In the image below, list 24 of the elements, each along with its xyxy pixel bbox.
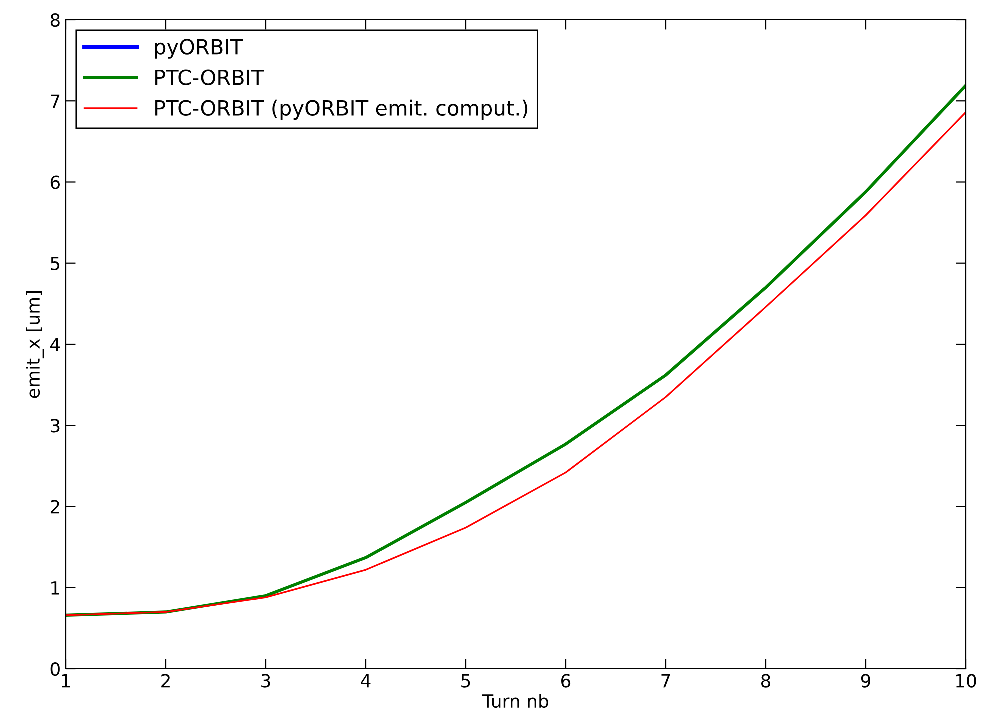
y-tick-label: 6: [50, 176, 60, 190]
y-axis-title: emit_x [um]: [26, 291, 44, 398]
x-tick-label: 4: [361, 674, 371, 688]
legend-label: PTC-ORBIT: [156, 70, 264, 86]
x-tick-label: 9: [861, 674, 870, 688]
x-tick-label: 5: [462, 674, 470, 688]
y-tick-label: 4: [50, 338, 60, 352]
y-tick-label: 7: [51, 94, 60, 108]
y-tick-label: 1: [52, 582, 60, 595]
x-tick-label: 8: [761, 674, 771, 688]
x-tick-label: 10: [956, 674, 976, 688]
x-axis-title: Turn nb: [482, 694, 548, 708]
x-tick-label: 6: [562, 674, 571, 688]
x-tick-label: 7: [662, 674, 670, 688]
x-tick-label: 3: [262, 674, 270, 688]
y-tick-label: 2: [50, 500, 60, 514]
legend-label: pyORBIT: [155, 39, 244, 59]
y-tick-label: 5: [51, 257, 60, 270]
x-tick-label: 2: [162, 674, 170, 688]
y-tick-label: 3: [51, 419, 60, 433]
y-tick-label: 8: [50, 13, 60, 28]
legend-label: PTC-ORBIT (pyORBIT emit. comput.): [156, 100, 528, 120]
y-tick-label: 0: [50, 662, 60, 676]
x-tick-label: 1: [62, 674, 70, 688]
